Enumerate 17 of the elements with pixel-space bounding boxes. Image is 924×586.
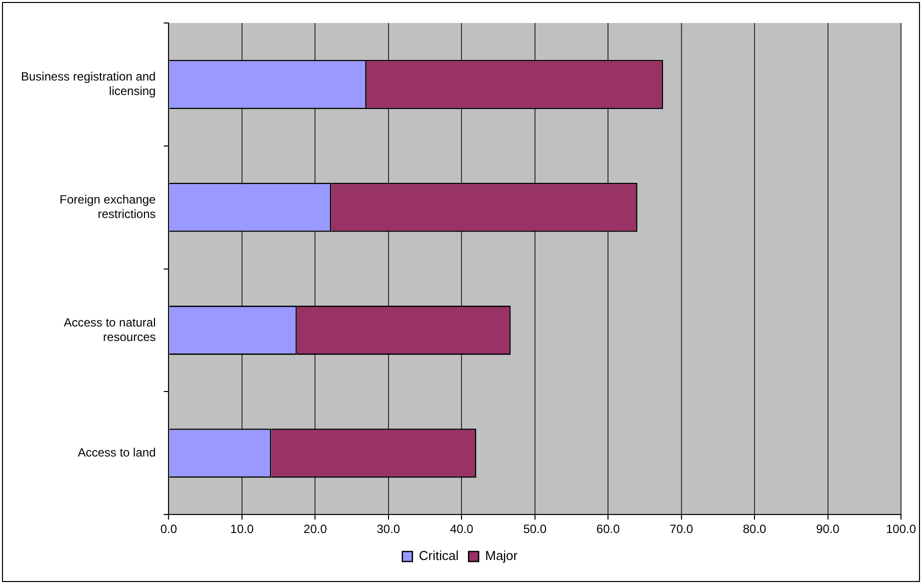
y-tick-label: Access to natural resources — [64, 315, 156, 344]
y-tick-label: Access to land — [78, 445, 156, 460]
y-tick-label: Business registration and licensing — [20, 70, 156, 98]
x-tick-label: 10.0 — [230, 522, 254, 536]
x-tick-label: 30.0 — [376, 522, 400, 536]
y-tick-label: Foreign exchange restrictions — [60, 192, 156, 221]
x-tick-label: 40.0 — [450, 522, 474, 536]
x-tick-label: 50.0 — [523, 522, 547, 536]
x-tick-label: 70.0 — [670, 522, 694, 536]
x-tick-label: 60.0 — [596, 522, 620, 536]
x-tick-label: 80.0 — [742, 522, 767, 536]
x-tick-label: 90.0 — [816, 522, 840, 536]
legend-label: Critical — [418, 548, 459, 564]
x-tick-label: 20.0 — [304, 522, 328, 536]
legend-label: Major — [485, 548, 518, 564]
x-tick-label: 0.0 — [160, 522, 178, 536]
x-tick-label: 100.0 — [886, 522, 916, 536]
